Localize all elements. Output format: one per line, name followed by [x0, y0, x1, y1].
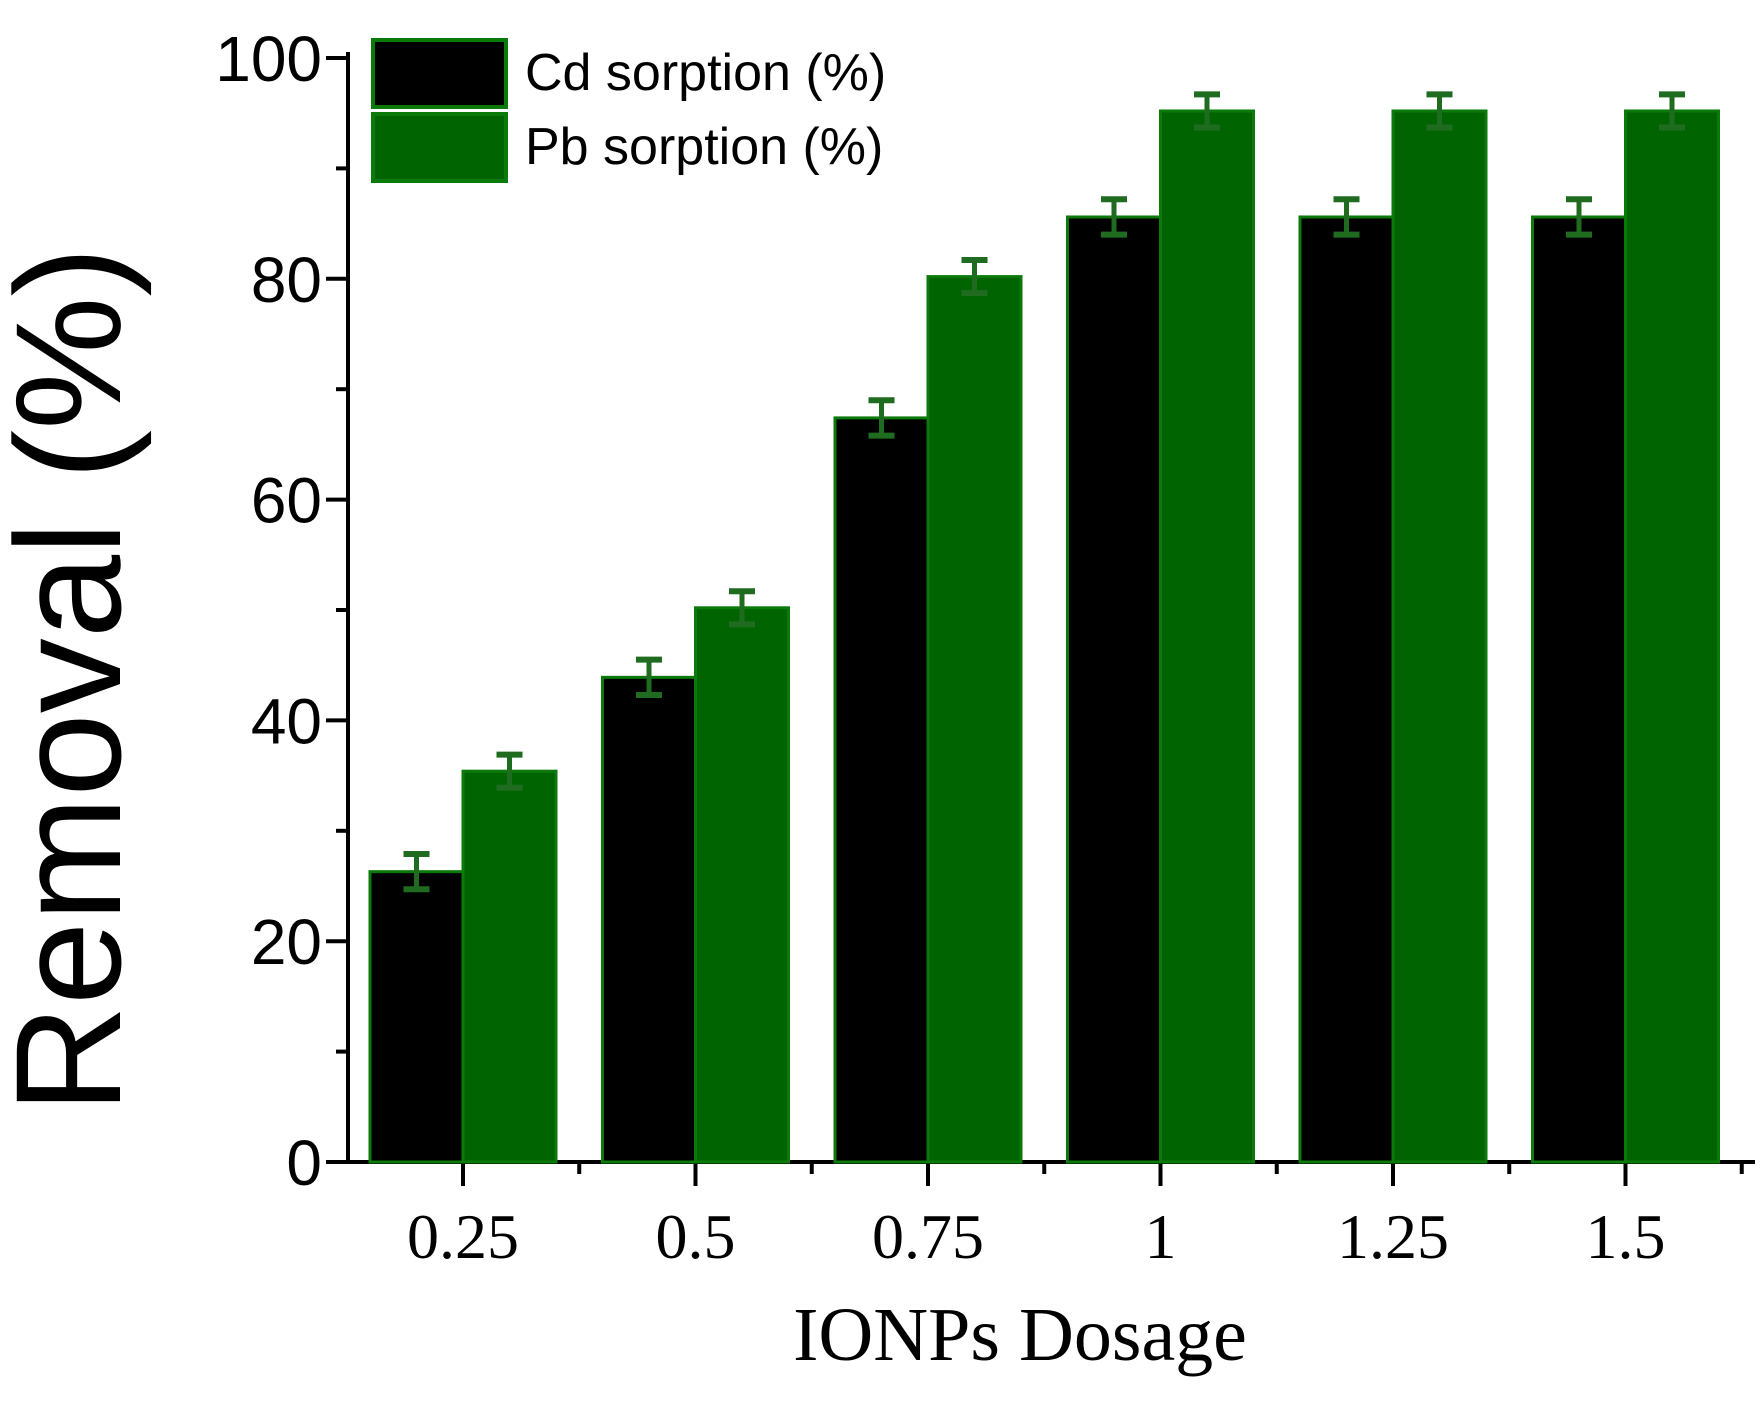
legend-label-pb: Pb sorption (%): [525, 118, 883, 176]
bar-cd: [601, 675, 697, 1164]
bar-pb: [461, 769, 558, 1164]
y-axis-label: Removal (%): [0, 247, 152, 1114]
legend: Cd sorption (%) Pb sorption (%): [371, 38, 886, 183]
bar-pb: [694, 606, 790, 1164]
bar-pb: [1624, 109, 1720, 1164]
axes: 0 20 40 60 80 100 0.25 0.5 0.75 1 1.25 1.5: [215, 23, 1755, 1272]
bar-pb: [1159, 109, 1255, 1164]
y-tick-label: 20: [251, 906, 322, 978]
x-tick-label: 1: [1145, 1201, 1177, 1272]
x-tick-label: 0.75: [872, 1201, 984, 1272]
error-bars: [403, 91, 1685, 893]
bars: [368, 109, 1720, 1164]
y-tick-label: 60: [251, 465, 322, 537]
legend-swatch-cd: [371, 38, 508, 109]
bar-cd: [1066, 215, 1162, 1164]
bar-pb: [1391, 109, 1488, 1164]
x-axis-label: IONPs Dosage: [793, 1293, 1247, 1377]
bar-cd: [1531, 215, 1627, 1164]
y-tick-label: 40: [251, 685, 322, 757]
y-tick-label: 0: [286, 1127, 322, 1199]
x-tick-label: 1.5: [1586, 1201, 1666, 1272]
y-tick-label: 80: [251, 244, 322, 316]
x-tick-label: 0.5: [656, 1201, 736, 1272]
bar-cd: [1298, 215, 1395, 1164]
bar-cd: [368, 870, 465, 1164]
bar-cd: [833, 416, 930, 1164]
x-tick-label: 1.25: [1337, 1201, 1449, 1272]
x-tick-label: 0.25: [407, 1201, 519, 1272]
y-tick-label: 100: [215, 23, 322, 95]
legend-swatch-pb: [371, 112, 508, 183]
legend-label-cd: Cd sorption (%): [525, 44, 886, 102]
bar-pb: [926, 275, 1023, 1164]
